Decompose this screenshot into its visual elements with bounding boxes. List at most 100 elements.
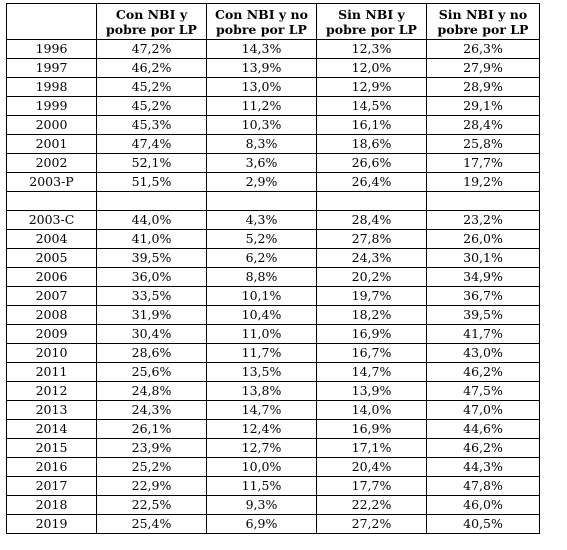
cell-con-nbi-no-pobre: 14,3% — [206, 39, 317, 59]
cell-con-nbi-no-pobre: 11,0% — [206, 324, 317, 344]
table-row: 2018 22,5% 9,3% 22,2% 46,0% — [6, 495, 540, 515]
cell-sin-nbi-pobre: 24,3% — [316, 248, 427, 268]
cell-year: 2008 — [6, 305, 97, 325]
cell-con-nbi-no-pobre: 8,3% — [206, 134, 317, 154]
table-row: 2012 24,8% 13,8% 13,9% 47,5% — [6, 381, 540, 401]
cell-sin-nbi-no-pobre: 17,7% — [426, 153, 540, 173]
cell-sin-nbi-pobre — [316, 191, 427, 211]
cell-year: 2001 — [6, 134, 97, 154]
cell-sin-nbi-no-pobre: 26,3% — [426, 39, 540, 59]
cell-con-nbi-pobre: 46,2% — [96, 58, 207, 78]
table-row: 2016 25,2% 10,0% 20,4% 44,3% — [6, 457, 540, 477]
cell-con-nbi-no-pobre: 10,0% — [206, 457, 317, 477]
cell-con-nbi-no-pobre: 3,6% — [206, 153, 317, 173]
cell-sin-nbi-no-pobre: 34,9% — [426, 267, 540, 287]
table-row: 2005 39,5% 6,2% 24,3% 30,1% — [6, 248, 540, 268]
cell-con-nbi-pobre: 23,9% — [96, 438, 207, 458]
cell-con-nbi-no-pobre: 10,4% — [206, 305, 317, 325]
cell-con-nbi-pobre: 24,8% — [96, 381, 207, 401]
cell-year: 2011 — [6, 362, 97, 382]
cell-sin-nbi-pobre: 17,7% — [316, 476, 427, 496]
table-row: 2015 23,9% 12,7% 17,1% 46,2% — [6, 438, 540, 458]
cell-sin-nbi-pobre: 22,2% — [316, 495, 427, 515]
cell-sin-nbi-pobre: 16,9% — [316, 419, 427, 439]
cell-sin-nbi-no-pobre: 29,1% — [426, 96, 540, 116]
cell-sin-nbi-pobre: 14,5% — [316, 96, 427, 116]
cell-con-nbi-no-pobre: 4,3% — [206, 210, 317, 230]
cell-con-nbi-pobre: 25,6% — [96, 362, 207, 382]
cell-sin-nbi-pobre: 26,4% — [316, 172, 427, 192]
cell-con-nbi-pobre: 33,5% — [96, 286, 207, 306]
cell-con-nbi-pobre: 41,0% — [96, 229, 207, 249]
cell-sin-nbi-no-pobre: 47,0% — [426, 400, 540, 420]
cell-year: 2010 — [6, 343, 97, 363]
cell-sin-nbi-pobre: 14,0% — [316, 400, 427, 420]
cell-sin-nbi-pobre: 18,6% — [316, 134, 427, 154]
cell-year: 2017 — [6, 476, 97, 496]
cell-sin-nbi-no-pobre: 40,5% — [426, 514, 540, 534]
cell-con-nbi-no-pobre: 13,0% — [206, 77, 317, 97]
cell-sin-nbi-no-pobre: 41,7% — [426, 324, 540, 344]
header-year — [6, 3, 97, 40]
cell-con-nbi-no-pobre: 11,5% — [206, 476, 317, 496]
cell-sin-nbi-pobre: 27,8% — [316, 229, 427, 249]
cell-con-nbi-no-pobre: 10,1% — [206, 286, 317, 306]
cell-year: 1998 — [6, 77, 97, 97]
table-row: 2008 31,9% 10,4% 18,2% 39,5% — [6, 305, 540, 325]
table-row: 2014 26,1% 12,4% 16,9% 44,6% — [6, 419, 540, 439]
cell-sin-nbi-pobre: 27,2% — [316, 514, 427, 534]
table-row: 2004 41,0% 5,2% 27,8% 26,0% — [6, 229, 540, 249]
cell-sin-nbi-pobre: 19,7% — [316, 286, 427, 306]
cell-sin-nbi-no-pobre: 46,2% — [426, 362, 540, 382]
cell-year: 2016 — [6, 457, 97, 477]
cell-con-nbi-pobre: 30,4% — [96, 324, 207, 344]
cell-sin-nbi-no-pobre: 39,5% — [426, 305, 540, 325]
cell-sin-nbi-no-pobre: 26,0% — [426, 229, 540, 249]
cell-sin-nbi-pobre: 20,4% — [316, 457, 427, 477]
cell-year: 2000 — [6, 115, 97, 135]
table-row: 2007 33,5% 10,1% 19,7% 36,7% — [6, 286, 540, 306]
cell-con-nbi-no-pobre — [206, 191, 317, 211]
cell-sin-nbi-no-pobre — [426, 191, 540, 211]
cell-con-nbi-no-pobre: 13,9% — [206, 58, 317, 78]
header-con-nbi-no-pobre: Con NBI y no pobre por LP — [206, 3, 317, 40]
table-row: 2002 52,1% 3,6% 26,6% 17,7% — [6, 153, 540, 173]
table-row: 1997 46,2% 13,9% 12,0% 27,9% — [6, 58, 540, 78]
cell-con-nbi-pobre: 51,5% — [96, 172, 207, 192]
cell-sin-nbi-no-pobre: 43,0% — [426, 343, 540, 363]
cell-sin-nbi-no-pobre: 27,9% — [426, 58, 540, 78]
cell-year — [6, 191, 97, 211]
cell-sin-nbi-no-pobre: 28,9% — [426, 77, 540, 97]
cell-con-nbi-no-pobre: 13,8% — [206, 381, 317, 401]
cell-sin-nbi-no-pobre: 44,3% — [426, 457, 540, 477]
cell-con-nbi-pobre: 24,3% — [96, 400, 207, 420]
cell-sin-nbi-no-pobre: 25,8% — [426, 134, 540, 154]
table-row: 1998 45,2% 13,0% 12,9% 28,9% — [6, 77, 540, 97]
cell-con-nbi-no-pobre: 14,7% — [206, 400, 317, 420]
cell-con-nbi-no-pobre: 11,7% — [206, 343, 317, 363]
cell-sin-nbi-pobre: 28,4% — [316, 210, 427, 230]
header-row: Con NBI y pobre por LP Con NBI y no pobr… — [6, 3, 540, 40]
cell-year: 2003-C — [6, 210, 97, 230]
cell-con-nbi-no-pobre: 6,9% — [206, 514, 317, 534]
cell-con-nbi-pobre: 44,0% — [96, 210, 207, 230]
cell-con-nbi-no-pobre: 6,2% — [206, 248, 317, 268]
table-row: 2011 25,6% 13,5% 14,7% 46,2% — [6, 362, 540, 382]
cell-con-nbi-pobre: 22,5% — [96, 495, 207, 515]
table-row: 2013 24,3% 14,7% 14,0% 47,0% — [6, 400, 540, 420]
cell-year: 2004 — [6, 229, 97, 249]
cell-con-nbi-no-pobre: 2,9% — [206, 172, 317, 192]
cell-sin-nbi-pobre: 12,3% — [316, 39, 427, 59]
cell-con-nbi-pobre: 31,9% — [96, 305, 207, 325]
cell-year: 1996 — [6, 39, 97, 59]
cell-year: 2015 — [6, 438, 97, 458]
table-body: 1996 47,2% 14,3% 12,3% 26,3% 1997 46,2% 13,9% 12… — [6, 39, 540, 534]
cell-con-nbi-pobre: 28,6% — [96, 343, 207, 363]
cell-sin-nbi-pobre: 16,1% — [316, 115, 427, 135]
cell-con-nbi-no-pobre: 12,7% — [206, 438, 317, 458]
cell-con-nbi-no-pobre: 10,3% — [206, 115, 317, 135]
cell-con-nbi-pobre: 39,5% — [96, 248, 207, 268]
cell-con-nbi-no-pobre: 9,3% — [206, 495, 317, 515]
cell-sin-nbi-pobre: 17,1% — [316, 438, 427, 458]
cell-year: 2014 — [6, 419, 97, 439]
